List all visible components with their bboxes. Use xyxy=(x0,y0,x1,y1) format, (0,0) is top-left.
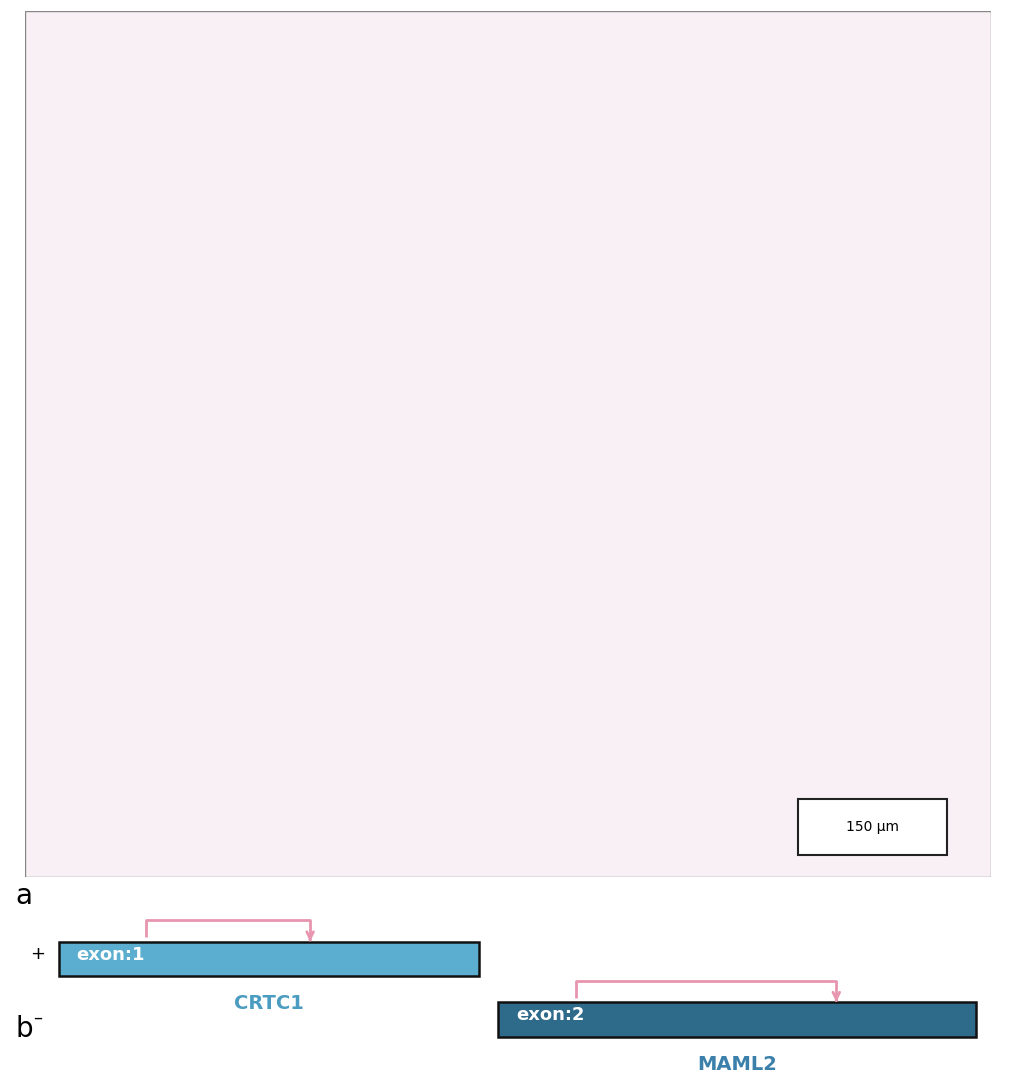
Text: exon:2: exon:2 xyxy=(516,1006,584,1025)
Bar xyxy=(498,1002,977,1037)
Text: b: b xyxy=(15,1015,32,1043)
Text: CRTC1: CRTC1 xyxy=(235,994,304,1013)
Text: a: a xyxy=(15,882,32,910)
Text: 150 μm: 150 μm xyxy=(846,820,899,834)
Bar xyxy=(798,798,947,855)
Text: –: – xyxy=(33,1008,42,1027)
Text: exon:1: exon:1 xyxy=(77,946,145,964)
Text: MAML2: MAML2 xyxy=(698,1055,777,1074)
Text: +: + xyxy=(30,945,45,963)
Bar xyxy=(59,942,479,976)
